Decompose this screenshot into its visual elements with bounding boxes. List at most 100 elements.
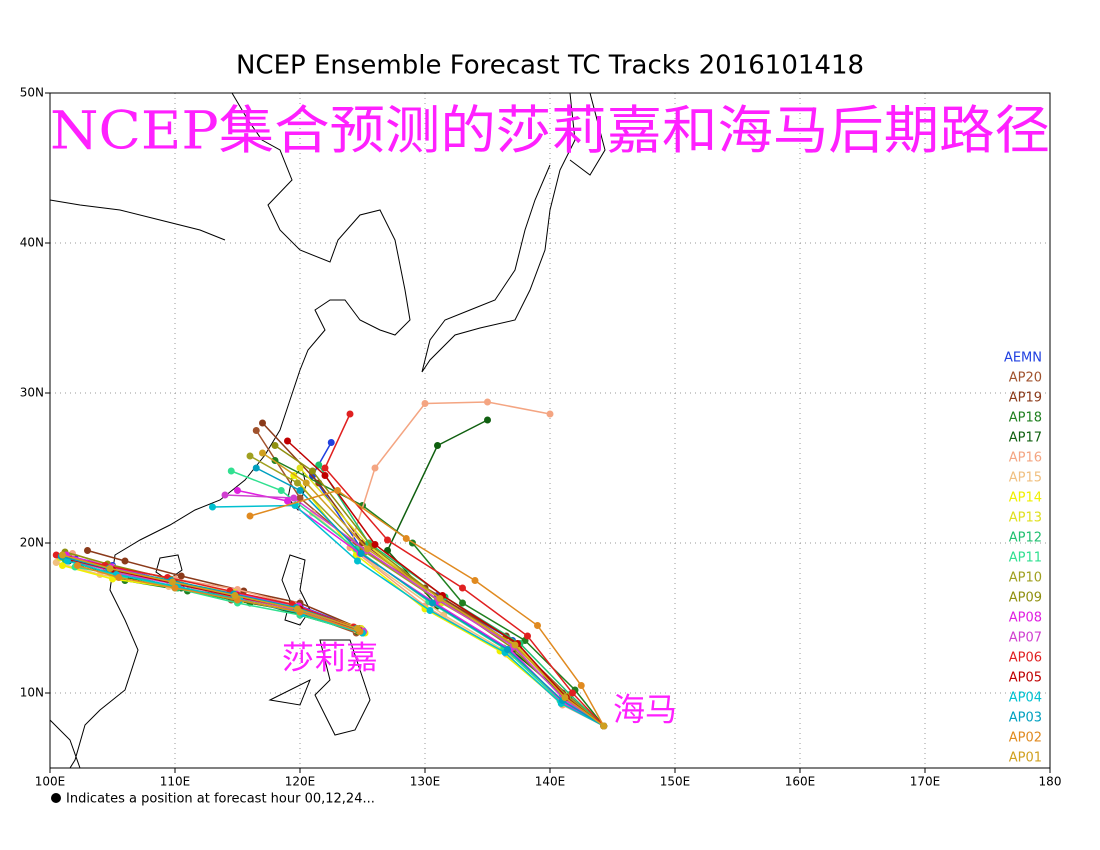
track-point	[600, 722, 608, 730]
track-point	[327, 439, 335, 446]
track-point	[459, 584, 466, 592]
track-point	[434, 442, 441, 449]
x-tick-label: 140E	[535, 775, 566, 789]
y-tick-label: 10N	[20, 686, 44, 700]
legend-entry: AP07	[1009, 631, 1042, 646]
legend-entry: AP05	[1009, 671, 1042, 686]
track-point	[569, 689, 576, 697]
track-line	[349, 401, 605, 727]
legend-entry: AP16	[1009, 451, 1042, 466]
legend-entry: AP10	[1009, 571, 1042, 586]
track-point	[346, 410, 354, 418]
track-point	[252, 464, 260, 472]
legend-entry: AP03	[1009, 711, 1042, 726]
legend-entry: AP15	[1009, 471, 1042, 486]
track-point	[121, 557, 129, 565]
coastline	[49, 199, 226, 241]
track-point	[354, 625, 361, 632]
track-point	[315, 461, 323, 469]
track-point	[59, 562, 66, 569]
track-line	[62, 554, 358, 630]
annotation: 海马	[613, 691, 677, 729]
coastline	[314, 639, 371, 736]
track-point	[234, 487, 241, 494]
track-point	[321, 464, 329, 472]
track-line	[77, 564, 361, 633]
track-point	[546, 410, 554, 418]
track-point	[321, 472, 329, 479]
track-point	[484, 416, 491, 424]
y-tick-label: 30N	[20, 386, 44, 400]
footnote-symbol	[51, 793, 61, 803]
legend-entry: AP13	[1009, 511, 1042, 526]
x-tick-label: 110E	[160, 775, 191, 789]
track-point	[59, 551, 66, 559]
track-point	[429, 599, 436, 607]
track-point	[284, 437, 291, 445]
legend-entry: AP11	[1009, 551, 1042, 566]
x-tick-label: 180	[1039, 775, 1062, 789]
x-tick-label: 160E	[785, 775, 816, 789]
track-point	[354, 557, 361, 565]
track-point	[294, 605, 301, 613]
track-point	[302, 479, 310, 487]
legend-entry: AP12	[1009, 531, 1042, 546]
track-point	[402, 535, 410, 542]
legend-entry: AP04	[1009, 691, 1042, 706]
legend-entry: AP18	[1009, 411, 1042, 426]
tracks	[52, 398, 608, 730]
legend-entry: AP17	[1009, 431, 1042, 446]
overlay-title: NCEP集合预测的莎莉嘉和海马后期路径	[50, 102, 1050, 162]
coastline	[49, 719, 81, 769]
track-point	[284, 497, 291, 505]
track-point	[426, 607, 434, 614]
track-point	[277, 487, 285, 494]
track-point	[177, 572, 185, 580]
track-point	[371, 464, 379, 472]
track-line	[386, 419, 605, 727]
track-point	[577, 682, 585, 689]
track-point	[74, 562, 81, 569]
track-point	[246, 512, 254, 520]
annotation: 莎莉嘉	[282, 639, 378, 677]
track-line	[87, 549, 361, 630]
track-point	[259, 449, 266, 457]
x-tick-label: 130E	[410, 775, 441, 789]
y-tick-label: 40N	[20, 236, 44, 250]
coastline	[281, 554, 311, 626]
coastline	[69, 92, 411, 769]
track-point	[296, 494, 304, 502]
legend-entry: AP08	[1009, 611, 1042, 626]
x-tick-label: 100E	[35, 775, 66, 789]
legend-entry: AP02	[1009, 731, 1042, 746]
legend-entry: AP06	[1009, 651, 1042, 666]
track-point	[209, 503, 216, 511]
coastline	[421, 92, 576, 373]
track-point	[296, 487, 304, 494]
track-point	[334, 487, 341, 494]
track-point	[252, 427, 260, 434]
track-point	[371, 541, 379, 548]
track-point	[271, 442, 279, 449]
grid	[50, 93, 1050, 768]
track-point	[459, 599, 466, 607]
footnote: Indicates a position at forecast hour 00…	[66, 792, 375, 807]
legend-entry: AP09	[1009, 591, 1042, 606]
title: NCEP Ensemble Forecast TC Tracks 2016101…	[236, 51, 864, 81]
track-point	[484, 398, 491, 406]
track-point	[511, 641, 519, 649]
track-point	[171, 584, 179, 592]
legend-entry: AP14	[1009, 491, 1042, 506]
track-point	[296, 464, 304, 472]
track-point	[524, 632, 531, 640]
track-point	[106, 565, 114, 572]
track-point	[471, 577, 479, 584]
track-point	[534, 622, 541, 629]
legend-entry: AP19	[1009, 391, 1042, 406]
track-point	[309, 509, 316, 517]
track-point	[421, 400, 429, 407]
track-point	[115, 574, 123, 581]
track-point	[561, 694, 569, 701]
